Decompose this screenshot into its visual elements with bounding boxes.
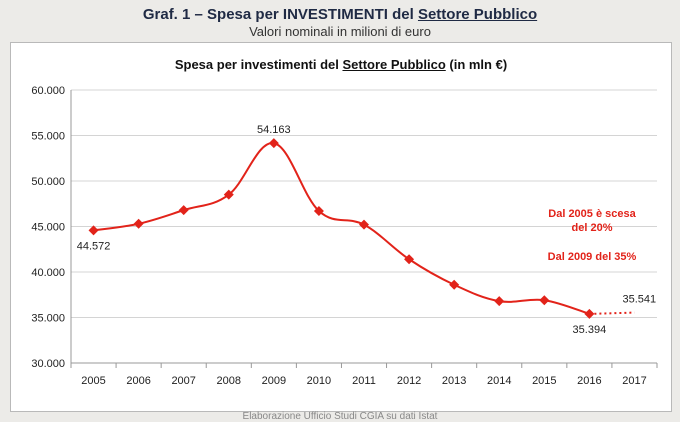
- series-line: [93, 142, 590, 315]
- x-tick-label: 2006: [126, 375, 150, 387]
- x-tick-label: 2010: [307, 375, 331, 387]
- line-chart: 30.000 35.000 40.000 45.000 50.000 55.000 60.0…: [31, 85, 658, 387]
- data-point: [268, 138, 279, 149]
- title-prefix: Graf. 1 – Spesa per: [142, 6, 283, 23]
- data-point: [449, 279, 460, 290]
- data-label: 54.163: [257, 124, 291, 136]
- data-point: [133, 218, 144, 229]
- x-tick-label: 2012: [397, 375, 421, 387]
- main-title: Graf. 1 – Spesa per INVESTIMENTI del Set…: [0, 6, 680, 23]
- data-point: [539, 295, 550, 306]
- x-tick-label: 2017: [622, 375, 646, 387]
- y-tick-label: 60.000: [31, 85, 65, 97]
- x-tick-label: 2016: [577, 375, 601, 387]
- chart-title-suffix: (in mln €): [445, 57, 508, 72]
- annotation-decline-2009: Dal 2009 del 35%: [547, 251, 637, 263]
- chart-title-prefix: Spesa per investimenti del: [174, 57, 343, 72]
- x-tick-label: 2008: [217, 375, 241, 387]
- chart-title: Spesa per investimenti del Settore Pubbl…: [11, 57, 671, 72]
- x-tick-label: 2015: [532, 375, 556, 387]
- data-label: 35.394: [573, 324, 607, 336]
- x-tick-label: 2013: [442, 375, 466, 387]
- chart-panel: 30.000 35.000 40.000 45.000 50.000 55.000 60.0…: [10, 42, 672, 412]
- annotation-decline-2005: Dal 2005 è scesa del 20%: [537, 207, 647, 235]
- annotation-line-1a: Dal 2005 è scesa: [548, 208, 636, 220]
- projection-line: [589, 311, 635, 315]
- annotation-line-1b: del 20%: [571, 222, 613, 234]
- title-bold: INVESTIMENTI: [282, 6, 388, 23]
- data-point: [88, 225, 99, 236]
- y-tick-label: 30.000: [31, 358, 65, 370]
- data-point: [494, 296, 505, 307]
- data-label: 35.541: [622, 294, 656, 306]
- x-tick-label: 2009: [262, 375, 286, 387]
- data-point: [404, 254, 415, 265]
- source-footer: Elaborazione Ufficio Studi CGIA su dati …: [242, 411, 438, 422]
- chart-title-underlined: Settore Pubblico: [342, 57, 446, 72]
- y-tick-label: 40.000: [31, 267, 65, 279]
- data-point: [359, 219, 369, 230]
- y-tick-label: 50.000: [31, 176, 65, 188]
- x-tick-label: 2014: [487, 375, 511, 387]
- x-tick-label: 2011: [352, 375, 376, 387]
- y-tick-label: 35.000: [31, 313, 65, 325]
- y-tick-label: 55.000: [31, 131, 65, 143]
- data-point: [223, 189, 234, 200]
- y-tick-label: 45.000: [31, 222, 65, 234]
- subtitle: Valori nominali in milioni di euro: [249, 24, 431, 39]
- data-label: 44.572: [77, 240, 111, 252]
- title-mid: del: [387, 6, 418, 23]
- x-tick-label: 2005: [81, 375, 105, 387]
- title-underlined: Settore Pubblico: [417, 6, 538, 23]
- x-tick-label: 2007: [171, 375, 195, 387]
- data-point: [584, 308, 595, 319]
- data-point: [178, 205, 189, 216]
- data-point: [313, 206, 324, 217]
